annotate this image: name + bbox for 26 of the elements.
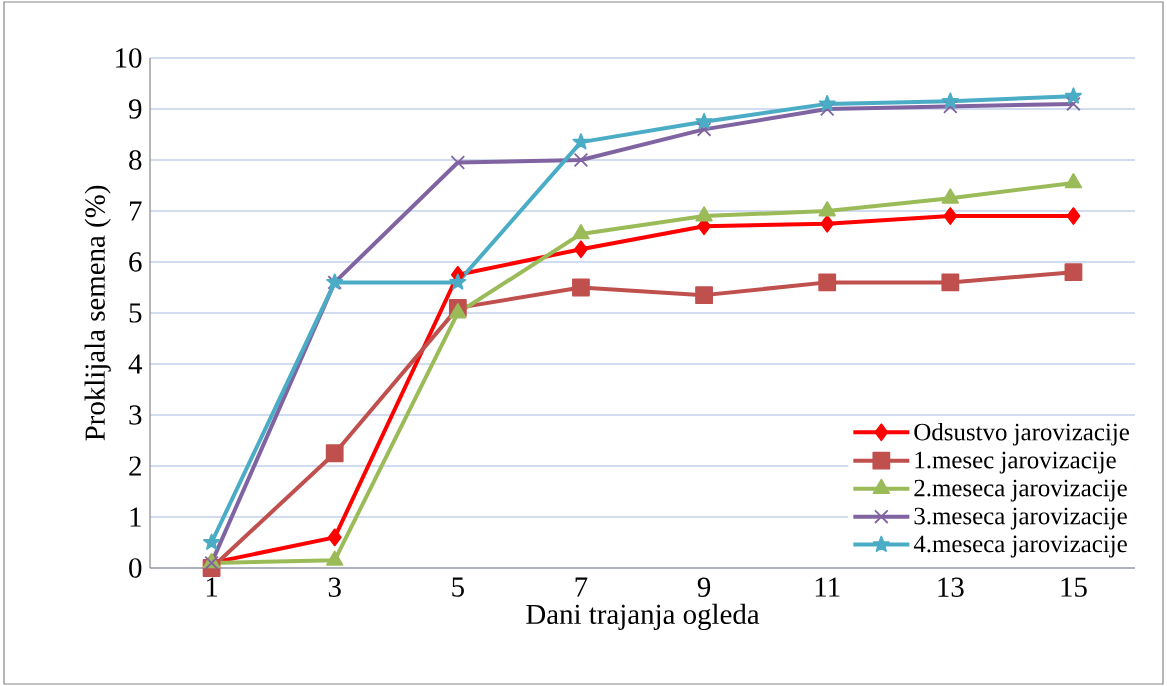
y-tick-label: 7 [129, 201, 142, 221]
legend-label: 1.mesec jarovizacije [915, 451, 1116, 474]
x-tick-label: 13 [938, 577, 964, 597]
x-axis-title: Dani trajanja ogleda [526, 603, 760, 631]
y-tick-label: 8 [129, 150, 142, 170]
y-tick-label: 4 [128, 354, 143, 374]
y-tick-label: 10 [116, 48, 142, 68]
y-tick-label: 6 [129, 252, 142, 272]
y-tick-label: 3 [129, 405, 142, 425]
x-tick-label: 3 [328, 577, 341, 597]
x-tick-label: 1 [206, 577, 218, 597]
y-tick-label: 0 [129, 558, 142, 578]
legend-label: 3.meseca jarovizacije [914, 507, 1127, 530]
y-tick-label: 5 [129, 303, 142, 323]
y-tick-label: 9 [128, 99, 142, 119]
y-axis-title: Proklijala semena (%) [84, 185, 111, 441]
x-tick-label: 7 [575, 577, 588, 597]
x-tick-label: 5 [452, 577, 464, 597]
legend-label: 4.meseca jarovizacije [913, 535, 1127, 558]
legend-label: 2.meseca jarovizacije [914, 479, 1127, 502]
y-tick-label: 2 [129, 456, 141, 476]
y-tick-label: 1 [130, 507, 141, 527]
legend-label: Odsustvo jarovizacije [914, 422, 1129, 446]
x-tick-label: 11 [815, 577, 840, 597]
x-tick-label: 9 [697, 577, 711, 597]
x-tick-label: 15 [1061, 577, 1087, 597]
